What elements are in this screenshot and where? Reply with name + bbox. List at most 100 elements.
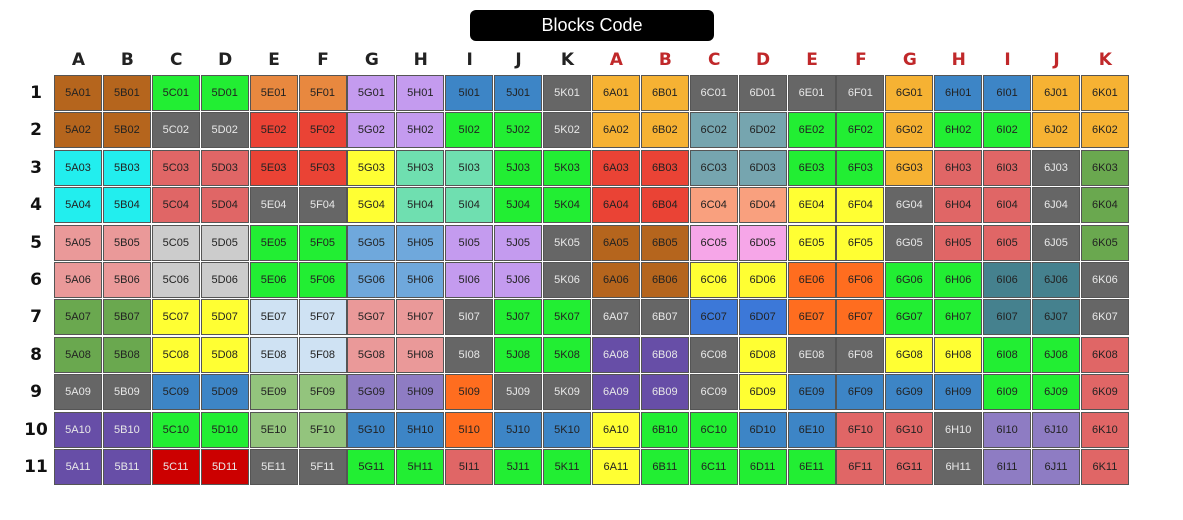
block-cell: 5K02 xyxy=(543,112,591,149)
block-cell: 5G11 xyxy=(347,449,396,485)
block-cell: 6C02 xyxy=(689,112,738,149)
block-cell: 5C10 xyxy=(151,411,200,448)
column-header: B xyxy=(658,50,672,70)
block-cell: 6A01 xyxy=(591,75,640,111)
block-cell: 5J04 xyxy=(494,187,543,224)
block-cell: 5K10 xyxy=(543,411,591,448)
block-cell: 5D09 xyxy=(200,374,249,411)
block-cell: 6K02 xyxy=(1080,112,1129,149)
block-cell: 5C05 xyxy=(151,224,200,261)
block-cell: 5B06 xyxy=(102,262,151,298)
column-header: I xyxy=(466,50,473,70)
block-cell: 6F02 xyxy=(836,112,885,149)
block-cell: 6G08 xyxy=(885,336,934,373)
block-cell: 6E02 xyxy=(787,112,836,149)
block-cell: 6A10 xyxy=(591,411,640,448)
block-cell: 6G01 xyxy=(885,75,934,111)
block-cell: 5E09 xyxy=(249,374,298,411)
block-cell: 6F11 xyxy=(836,449,885,485)
block-cell: 6J08 xyxy=(1032,336,1080,373)
block-cell: 6K05 xyxy=(1080,224,1129,261)
block-cell: 5K01 xyxy=(543,75,591,111)
block-cell: 6C10 xyxy=(689,411,738,448)
block-cell: 6D03 xyxy=(738,149,787,186)
block-cell: 5D07 xyxy=(200,299,249,336)
block-cell: 6H03 xyxy=(934,149,983,186)
block-cell: 5D06 xyxy=(200,262,249,298)
block-cell: 5I05 xyxy=(445,224,494,261)
block-cell: 6K10 xyxy=(1080,411,1129,448)
block-cell: 6H11 xyxy=(934,449,983,485)
block-cell: 5C07 xyxy=(151,299,200,336)
row-header: 2 xyxy=(30,120,42,141)
block-cell: 5E04 xyxy=(249,187,298,224)
block-cell: 5G07 xyxy=(347,299,396,336)
page-title: Blocks Code xyxy=(470,10,714,41)
block-cell: 6C09 xyxy=(689,374,738,411)
block-cell: 6C04 xyxy=(689,187,738,224)
block-cell: 6A09 xyxy=(591,374,640,411)
row-header: 7 xyxy=(30,307,42,328)
block-cell: 6I07 xyxy=(983,299,1032,336)
block-cell: 5A04 xyxy=(54,187,102,224)
block-cell: 5J05 xyxy=(494,224,543,261)
block-cell: 6H08 xyxy=(934,336,983,373)
block-cell: 6K01 xyxy=(1080,75,1129,111)
block-cell: 5D08 xyxy=(200,336,249,373)
block-cell: 6J06 xyxy=(1032,262,1080,298)
block-cell: 5A11 xyxy=(54,449,102,485)
block-cell: 5F07 xyxy=(298,299,347,336)
block-cell: 6K09 xyxy=(1080,374,1129,411)
block-cell: 5G10 xyxy=(347,411,396,448)
block-cell: 5I01 xyxy=(445,75,494,111)
block-cell: 6K06 xyxy=(1080,262,1129,298)
block-cell: 6I01 xyxy=(983,75,1032,111)
block-cell: 5D03 xyxy=(200,149,249,186)
block-cell: 6A11 xyxy=(591,449,640,485)
block-cell: 5H03 xyxy=(396,149,445,186)
block-cell: 6H02 xyxy=(934,112,983,149)
block-cell: 6C01 xyxy=(689,75,738,111)
column-header: J xyxy=(1053,50,1060,70)
block-cell: 6E03 xyxy=(787,149,836,186)
block-cell: 5K08 xyxy=(543,336,591,373)
column-header: E xyxy=(268,50,280,70)
block-cell: 6C05 xyxy=(689,224,738,261)
block-cell: 5K07 xyxy=(543,299,591,336)
block-cell: 5F10 xyxy=(298,411,347,448)
block-cell: 5A10 xyxy=(54,411,102,448)
block-cell: 5H07 xyxy=(396,299,445,336)
block-cell: 5J02 xyxy=(494,112,543,149)
block-cell: 5F04 xyxy=(298,187,347,224)
column-header: J xyxy=(515,50,522,70)
block-cell: 5G04 xyxy=(347,187,396,224)
block-cell: 6B06 xyxy=(640,262,689,298)
block-cell: 5B09 xyxy=(102,374,151,411)
block-cell: 6I06 xyxy=(983,262,1032,298)
block-cell: 5I09 xyxy=(445,374,494,411)
block-cell: 5I11 xyxy=(445,449,494,485)
block-cell: 6J01 xyxy=(1032,75,1080,111)
column-header: K xyxy=(560,50,575,70)
block-cell: 6C08 xyxy=(689,336,738,373)
block-cell: 6F06 xyxy=(836,262,885,298)
block-cell: 6J05 xyxy=(1032,224,1080,261)
block-cell: 5G08 xyxy=(347,336,396,373)
block-cell: 5C02 xyxy=(151,112,200,149)
block-cell: 6E10 xyxy=(787,411,836,448)
block-cell: 6J04 xyxy=(1032,187,1080,224)
block-cell: 6D11 xyxy=(738,449,787,485)
block-cell: 6I05 xyxy=(983,224,1032,261)
block-cell: 6D02 xyxy=(738,112,787,149)
block-cell: 5H02 xyxy=(396,112,445,149)
block-cell: 6A07 xyxy=(591,299,640,336)
block-cell: 6I03 xyxy=(983,149,1032,186)
block-cell: 6F05 xyxy=(836,224,885,261)
block-cell: 5K09 xyxy=(543,374,591,411)
block-cell: 5K11 xyxy=(543,449,591,485)
block-cell: 5G01 xyxy=(347,75,396,111)
block-cell: 5K03 xyxy=(543,149,591,186)
block-cell: 6G09 xyxy=(885,374,934,411)
block-cell: 5J09 xyxy=(494,374,543,411)
block-cell: 5E08 xyxy=(249,336,298,373)
